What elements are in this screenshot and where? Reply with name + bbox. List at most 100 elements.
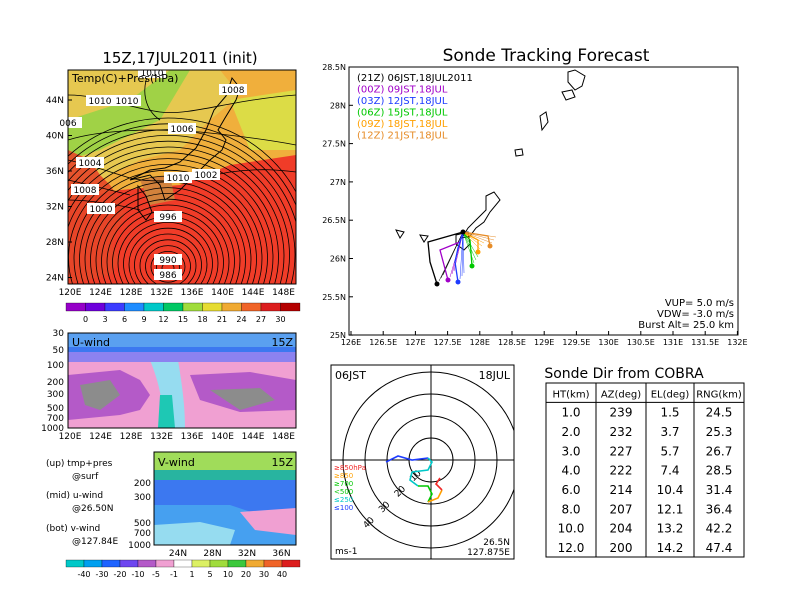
wind-colorbar-swatch: [137, 559, 157, 568]
table-cell: 24.5: [706, 406, 733, 420]
isobar-label-bg: [138, 67, 166, 78]
isobar-label: 1010: [89, 97, 112, 107]
sonde-fan: [462, 231, 477, 261]
u-lon-tick: 136E: [181, 432, 204, 442]
track-time-entry: (12Z) 21JST,18JUL: [357, 131, 448, 142]
table-cell: 204: [610, 522, 633, 536]
isobar-label-bg: [168, 123, 196, 134]
table-cell: 3.0: [561, 444, 580, 458]
sonde-fan: [462, 231, 483, 247]
hodo-lat: 26.5N: [483, 538, 510, 548]
colorbar-swatch: [221, 302, 242, 312]
table-cell: 10.4: [657, 483, 684, 497]
track-lon-tick: 128E: [470, 338, 490, 347]
u-lon-tick: 148E: [272, 432, 295, 442]
hodo-segment: [418, 485, 433, 503]
sonde-fan: [461, 231, 464, 277]
hodo-segment: [427, 489, 443, 503]
isobar-ring: [123, 222, 213, 284]
track-lon-tick: 126.5E: [369, 338, 397, 347]
wind-colorbar-tick: 20: [241, 570, 251, 579]
u-pressure-tick: 200: [47, 378, 64, 388]
wind-colorbar-swatch: [65, 559, 85, 568]
track-lon-tick: 132E: [727, 338, 747, 347]
sonde-endpoint: [455, 279, 461, 285]
map-lat-ticks: 44N 40N 36N 32N 28N 24N: [46, 96, 72, 284]
map-lat-tick: 44N: [46, 96, 64, 106]
isobar-ring: [68, 152, 279, 284]
colorbar-swatch: [65, 302, 86, 312]
hodo-level-entry: ≥700: [334, 480, 353, 488]
colorbar-swatch: [202, 302, 223, 312]
u-pressure-tick: 100: [47, 361, 64, 371]
wind-colorbar-swatch: [263, 559, 283, 568]
map-lon-tick: 132E: [150, 288, 173, 298]
colorbar-swatch: [280, 302, 301, 312]
isobar-ring: [68, 135, 296, 284]
hodo-segment: [434, 477, 443, 491]
isobar-label-bg: [164, 172, 192, 183]
u-pressure-tick: 1000: [41, 424, 64, 434]
table-cell: 12.0: [558, 541, 585, 555]
isobar-label-bg: [86, 95, 114, 106]
track-title: Sonde Tracking Forecast: [443, 46, 650, 66]
hodograph-frame: [330, 364, 515, 560]
isobar-label-bg: [154, 211, 182, 222]
isobar-ring: [73, 169, 263, 284]
temperature-colorbar: 0 3 6 9 12 15 18 21 24 27 30: [65, 302, 301, 324]
wind-colorbar-swatch: [83, 559, 103, 568]
table-header: EL(deg): [651, 389, 690, 400]
u-pressure-tick: 300: [47, 390, 64, 400]
u-wind-lon-ticks: 120E 124E 128E 132E 136E 140E 144E 148E: [59, 432, 296, 442]
table-frame: [545, 382, 745, 558]
map-lon-tick: 120E: [59, 288, 82, 298]
track-time-legend: (21Z) 06JST,18JUL2011(00Z) 09JST,18JUL(0…: [357, 73, 473, 142]
isobar-ring: [90, 187, 246, 284]
hodo-level-entry: <500: [334, 488, 353, 496]
sonde-endpoint: [469, 263, 475, 269]
sonde-fan: [462, 231, 465, 274]
u-wind-time: 15Z: [271, 336, 293, 349]
isobar-ring: [112, 210, 224, 284]
sonde-endpoint: [434, 281, 440, 287]
colorbar-tick: 27: [256, 315, 266, 324]
map-lat-tick: 24N: [46, 274, 64, 284]
track-lon-tick: 129.5E: [562, 338, 590, 347]
table-cell: 207: [610, 502, 633, 516]
map-lon-tick: 148E: [272, 288, 295, 298]
hodo-level-entry: ≤100: [334, 504, 353, 512]
track-lon-tick: 127.5E: [434, 338, 462, 347]
track-lat-tick: 26N: [330, 255, 346, 264]
colorbar-swatch: [143, 302, 164, 312]
hodo-time: 06JST: [335, 369, 366, 382]
wind-colorbar-tick: 10: [223, 570, 233, 579]
isobar-label: 986: [159, 271, 176, 281]
wind-colorbar-tick: -10: [131, 570, 144, 579]
colorbar-tick: 24: [236, 315, 246, 324]
isobar-label: 996: [159, 213, 176, 223]
isobar-label: 1006: [171, 125, 194, 135]
v-lat-tick: 28N: [203, 549, 221, 559]
isobar-label-bg: [71, 184, 99, 195]
v-pressure-tick: 1000: [128, 541, 151, 551]
map-frame: [67, 69, 297, 285]
sonde-fan: [462, 231, 479, 258]
legend-line: @127.84E: [72, 537, 118, 547]
table-cell: 36.4: [706, 502, 733, 516]
table-cell: 5.7: [660, 444, 679, 458]
sonde-fan: [462, 231, 475, 264]
table-cell: 232: [610, 425, 633, 439]
u-pressure-tick: 50: [53, 346, 65, 356]
wind-colorbar-swatch: [227, 559, 247, 568]
map-field-label: Temp(C)+Pres(hPa): [71, 72, 178, 85]
sonde-fan: [462, 231, 481, 250]
wind-colorbar-swatch: [101, 559, 121, 568]
sonde-fan: [462, 231, 493, 244]
isobar-label-bg: [219, 84, 247, 95]
u-lon-tick: 140E: [211, 432, 234, 442]
wind-colorbar-tick: 5: [207, 570, 212, 579]
table-cell: 2.0: [561, 425, 580, 439]
isobar-ring: [68, 117, 296, 193]
track-lat-tick: 27.5N: [322, 140, 346, 149]
isobar-label: 1010: [141, 69, 164, 79]
